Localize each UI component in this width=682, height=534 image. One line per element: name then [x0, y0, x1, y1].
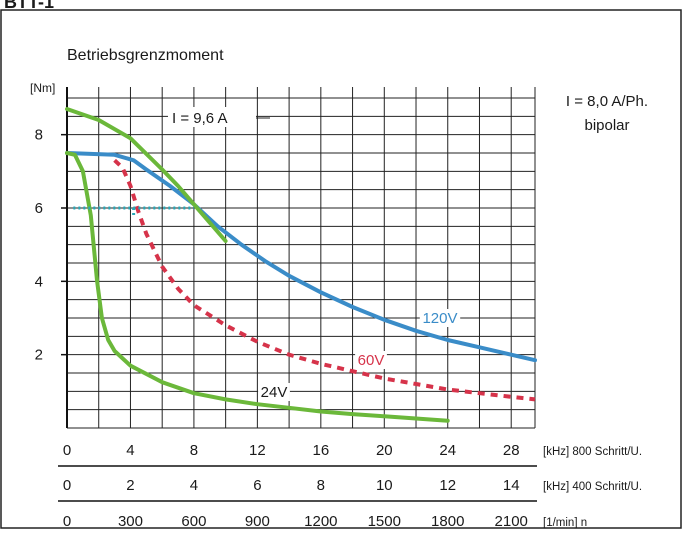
x-tick-label: 2 — [126, 477, 134, 494]
x-tick-label: 0 — [63, 477, 71, 494]
series-line-24v — [65, 151, 450, 423]
x-tick-label: 12 — [439, 477, 456, 494]
series-group — [65, 107, 537, 423]
x-tick-label: 0 — [63, 442, 71, 459]
x-tick-label: 28 — [503, 442, 520, 459]
y-axis-unit: [Nm] — [30, 81, 55, 95]
x-tick-label: 4 — [126, 442, 134, 459]
x-tick-label: 24 — [439, 442, 456, 459]
label-60v: 60V — [358, 352, 385, 369]
x-tick-label: 900 — [245, 513, 270, 529]
x-tick-label: 600 — [181, 513, 206, 529]
x-tick-label: 8 — [190, 442, 198, 459]
header-text: BTT-1 — [4, 0, 54, 12]
x-tick-label: 1500 — [368, 513, 401, 529]
y-tick-label: 2 — [35, 347, 43, 364]
current-label-bg — [168, 107, 256, 127]
note-current: I = 8,0 A/Ph. — [566, 93, 648, 110]
x-tick-label: 300 — [118, 513, 143, 529]
x-tick-label: 20 — [376, 442, 393, 459]
x-tick-label: 14 — [503, 477, 520, 494]
x-tick-label: 8 — [317, 477, 325, 494]
x-axis-unit: [kHz] 400 Schritt/U. — [543, 481, 642, 493]
x-tick-label: 4 — [190, 477, 198, 494]
y-tick-label: 6 — [35, 200, 43, 217]
x-axis-unit: [kHz] 800 Schritt/U. — [543, 446, 642, 458]
x-tick-label: 6 — [253, 477, 261, 494]
y-tick-label: 8 — [35, 127, 43, 144]
series-line-120v — [65, 151, 537, 363]
series-line-i-9-6-a — [65, 107, 228, 243]
chart-title: Betriebsgrenzmoment — [67, 47, 224, 64]
x-tick-label: 12 — [249, 442, 266, 459]
label-120v-bg — [419, 309, 461, 327]
x-tick-label: 10 — [376, 477, 393, 494]
x-tick-label: 0 — [63, 513, 71, 529]
grid — [66, 87, 536, 429]
x-tick-label: 16 — [312, 442, 329, 459]
y-ticks: 2 4 6 8 — [35, 127, 67, 364]
label-120v: 120V — [422, 310, 457, 327]
x-tick-label: 1800 — [431, 513, 464, 529]
label-24v: 24V — [261, 384, 288, 401]
x-axis-unit: [1/min] n — [543, 517, 587, 529]
current-label: I = 9,6 A — [172, 110, 227, 127]
y-tick-label: 4 — [35, 273, 43, 290]
series-labels: 120V 60V 24V I = 9,6 A — [168, 107, 461, 401]
outer-frame — [0, 9, 682, 529]
x-tick-label: 1200 — [304, 513, 337, 529]
label-24v-bg — [258, 383, 290, 401]
x-axes: 0 4 8 12 16 20 24 28 [kHz] 800 Schritt/U.0 2 4 6 8 10… — [58, 442, 642, 530]
label-60v-bg — [355, 351, 387, 369]
series-line-60v — [113, 158, 536, 402]
x-tick-label: 2100 — [495, 513, 528, 529]
note-bipolar: bipolar — [584, 117, 629, 134]
